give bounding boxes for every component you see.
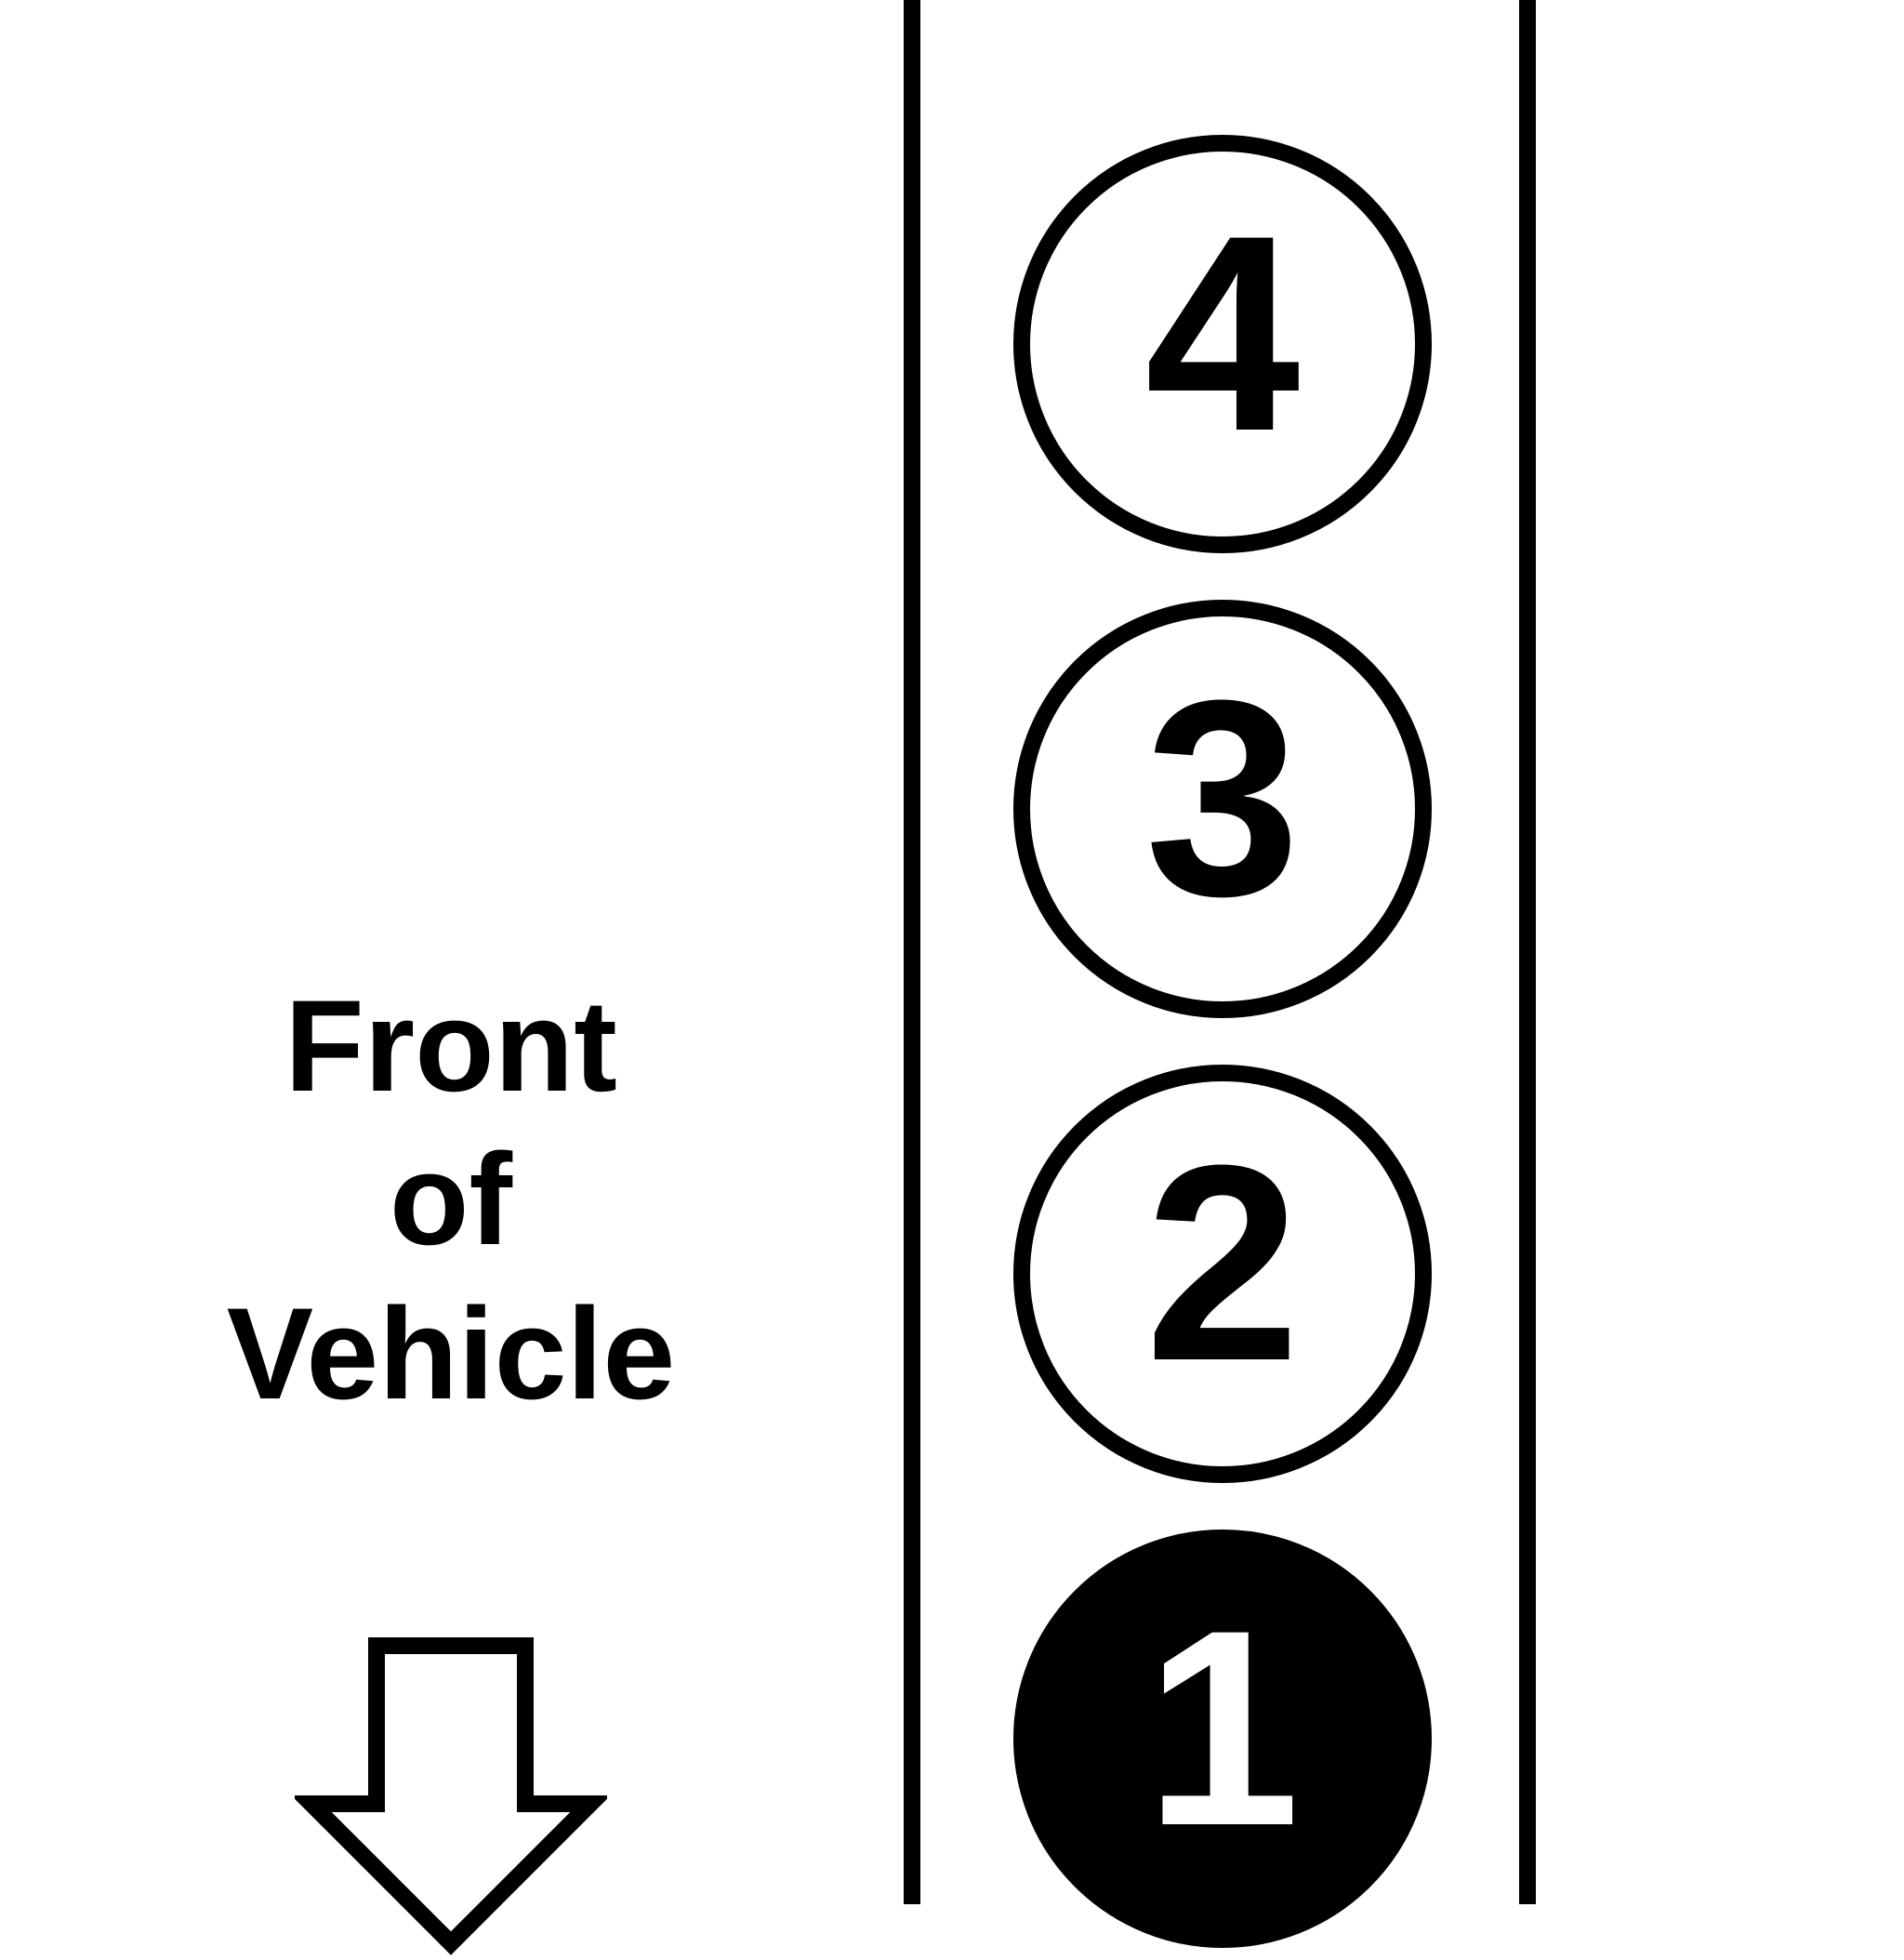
cylinder-2: 2: [1013, 1065, 1432, 1483]
cylinder-2-number: 2: [1145, 1123, 1301, 1402]
down-arrow-icon: [295, 1629, 607, 1960]
label-line-2: of: [79, 1122, 823, 1276]
cylinder-diagram: 4 3 2 1 Front of Vehicle: [0, 0, 1904, 1904]
cylinder-4-number: 4: [1145, 193, 1301, 472]
front-of-vehicle-label: Front of Vehicle: [79, 969, 823, 1430]
cylinder-3-number: 3: [1145, 658, 1301, 937]
label-line-1: Front: [79, 969, 823, 1122]
cylinder-1: 1: [1013, 1530, 1432, 1948]
cylinder-4: 4: [1013, 135, 1432, 553]
label-line-3: Vehicle: [79, 1277, 823, 1430]
cylinder-1-number: 1: [1145, 1588, 1301, 1867]
cylinder-3: 3: [1013, 600, 1432, 1018]
